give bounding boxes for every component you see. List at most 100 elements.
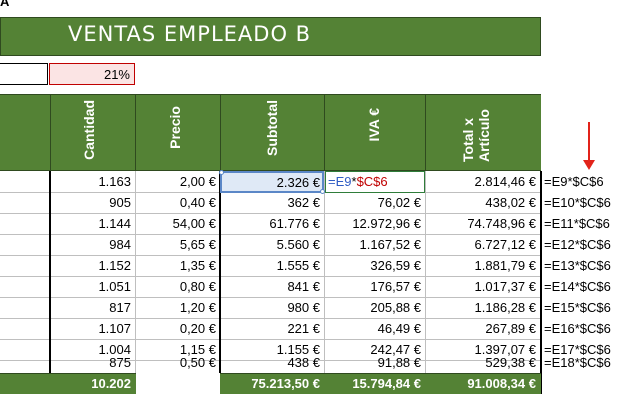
cell-iva[interactable]: 326,59 € (370, 258, 421, 273)
cell-precio[interactable]: 0,40 € (179, 195, 216, 210)
iva-percentage-cell[interactable]: 21% (49, 63, 135, 85)
cell-precio[interactable]: 1,35 € (179, 258, 216, 273)
totals-band-left (0, 373, 136, 394)
header-divider (135, 94, 136, 171)
editing-formula[interactable]: =E9*$C$6 (328, 171, 388, 192)
formula-ref-e9: =E9 (328, 174, 352, 189)
header-divider (220, 94, 221, 171)
table-header (0, 94, 541, 171)
formula-text: =E18*$C$6 (544, 355, 611, 370)
cell-precio[interactable]: 0,20 € (179, 321, 216, 336)
row-divider (0, 276, 541, 277)
cell-cantidad[interactable]: 817 (109, 300, 131, 315)
total-iva[interactable]: 15.794,84 € (352, 376, 421, 391)
cell-iva[interactable]: 242,47 € (370, 342, 421, 357)
formula-operator: * (351, 174, 357, 189)
down-arrow-head-icon (583, 160, 595, 170)
cell-cantidad[interactable]: 1.004 (98, 342, 131, 357)
cell-cantidad[interactable]: 1.051 (98, 279, 131, 294)
selected-cell-e9[interactable] (220, 171, 324, 193)
row-divider (0, 213, 541, 214)
cell-subtotal[interactable]: 980 € (287, 300, 320, 315)
cell-cantidad[interactable]: 905 (109, 195, 131, 210)
formula-text: =E9*$C$6 (544, 174, 604, 189)
total-cantidad[interactable]: 10.202 (91, 376, 131, 391)
cell-subtotal[interactable]: 2.326 € (276, 175, 320, 190)
cell-precio[interactable]: 5,65 € (179, 237, 216, 252)
cell-precio[interactable]: 2,00 € (179, 174, 216, 189)
column-border (540, 171, 542, 394)
cell-precio[interactable]: 0,50 € (179, 355, 216, 370)
row-divider (0, 318, 541, 319)
cell-subtotal[interactable]: 841 € (287, 279, 320, 294)
total-articulo[interactable]: 91.008,34 € (467, 376, 536, 391)
cell-subtotal[interactable]: 61.776 € (269, 216, 320, 231)
cell-total[interactable]: 1.186,28 € (474, 300, 536, 315)
cell-cantidad[interactable]: 984 (109, 237, 131, 252)
totals-band-right (220, 373, 541, 394)
cell-precio[interactable]: 54,00 € (172, 216, 216, 231)
cell-iva[interactable]: 176,57 € (370, 279, 421, 294)
cell-iva[interactable]: 76,02 € (377, 195, 421, 210)
column-border (324, 171, 325, 373)
cell-subtotal[interactable]: 5.560 € (276, 237, 320, 252)
column-border (219, 171, 221, 373)
header-divider (324, 94, 325, 171)
cell-cantidad[interactable]: 1.163 (98, 174, 131, 189)
header-cantidad[interactable]: Cantidad (81, 100, 97, 160)
formula-text: =E11*$C$6 (544, 216, 610, 231)
cell-total[interactable]: 1.397,07 € (474, 342, 536, 357)
cell-subtotal[interactable]: 1.155 € (276, 342, 320, 357)
cell-cantidad[interactable]: 1.144 (98, 216, 131, 231)
cell-total[interactable]: 2.814,46 € (474, 174, 536, 189)
row-divider (0, 297, 541, 298)
header-iva[interactable]: IVA € (366, 108, 382, 142)
header-precio[interactable]: Precio (167, 106, 183, 149)
row-divider (0, 339, 541, 340)
cell-cantidad[interactable]: 1.152 (98, 258, 131, 273)
header-subtotal[interactable]: Subtotal (264, 100, 280, 156)
cell-precio[interactable]: 1,20 € (179, 300, 216, 315)
cell-total[interactable]: 6.727,12 € (474, 237, 536, 252)
cell-total[interactable]: 267,89 € (485, 321, 536, 336)
header-divider (425, 94, 426, 171)
header-total[interactable]: Total x Artículo (460, 109, 492, 162)
column-border (49, 171, 51, 394)
cell-total[interactable]: 1.881,79 € (474, 258, 536, 273)
cell-iva[interactable]: 91,88 € (377, 355, 421, 370)
formula-text: =E10*$C$6 (544, 195, 611, 210)
editing-cell-f9[interactable] (325, 171, 425, 193)
cell-total[interactable]: 1.017,37 € (474, 279, 536, 294)
formula-text: =E17*$C$6 (544, 342, 611, 357)
row-divider (0, 234, 541, 235)
row-divider (0, 360, 541, 361)
cell-precio[interactable]: 0,80 € (179, 279, 216, 294)
pct-label-cell[interactable] (0, 63, 48, 85)
header-divider (50, 94, 51, 171)
cell-total[interactable]: 529,38 € (485, 355, 536, 370)
cell-iva[interactable]: 205,88 € (370, 300, 421, 315)
cell-subtotal[interactable]: 1.555 € (276, 258, 320, 273)
total-subtotal[interactable]: 75.213,50 € (251, 376, 320, 391)
title-banner (0, 17, 541, 56)
cell-iva[interactable]: 1.167,52 € (359, 237, 421, 252)
cell-total[interactable]: 74.748,96 € (467, 216, 536, 231)
column-border (135, 171, 136, 373)
selection-handle[interactable] (320, 189, 325, 194)
cell-subtotal[interactable]: 221 € (287, 321, 320, 336)
column-header-a: A (0, 0, 10, 9)
cell-total[interactable]: 438,02 € (485, 195, 536, 210)
cell-precio[interactable]: 1,15 € (179, 342, 216, 357)
formula-text: =E13*$C$6 (544, 258, 611, 273)
selection-handle[interactable] (219, 170, 224, 175)
cell-subtotal[interactable]: 362 € (287, 195, 320, 210)
cell-subtotal[interactable]: 438 € (287, 355, 320, 370)
formula-ref-c6: $C$6 (356, 174, 388, 189)
cell-iva[interactable]: 12.972,96 € (352, 216, 421, 231)
cell-iva[interactable]: 46,49 € (377, 321, 421, 336)
cell-cantidad[interactable]: 1.107 (98, 321, 131, 336)
cell-cantidad[interactable]: 875 (109, 355, 131, 370)
column-border (425, 171, 426, 373)
row-divider (0, 255, 541, 256)
formula-text: =E14*$C$6 (544, 279, 611, 294)
